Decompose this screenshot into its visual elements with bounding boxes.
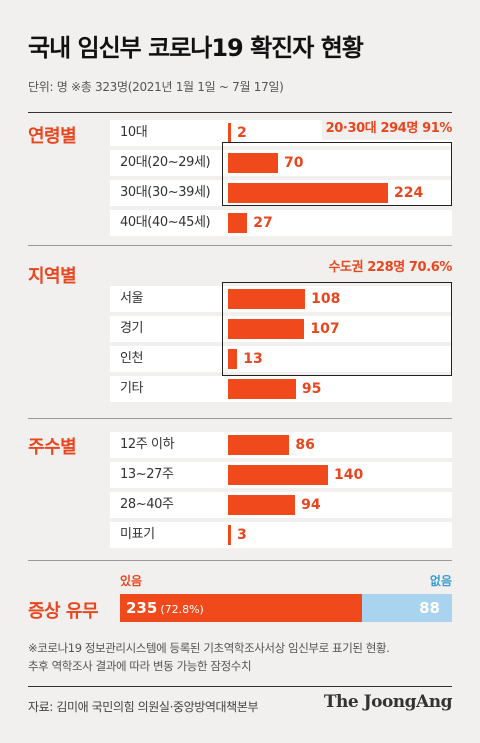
bar xyxy=(228,319,305,339)
highlight-box-age xyxy=(222,142,452,206)
category-label: 경기 xyxy=(120,321,144,336)
source-text: 자료: 김미애 국민의힘 의원실·중앙방역대책본부 xyxy=(28,700,259,714)
category-label: 13~27주 xyxy=(120,467,174,482)
value-label: 2 xyxy=(237,125,247,141)
category-label: 기타 xyxy=(120,381,144,396)
value-label: 107 xyxy=(310,321,340,337)
value-label: 108 xyxy=(311,291,341,307)
page-subtitle: 단위: 명 ※총 323명(2021년 1월 1일 ~ 7월 17일) xyxy=(28,80,284,94)
divider xyxy=(28,686,452,687)
value-label-no: 88 xyxy=(419,599,440,617)
value-label: 94 xyxy=(301,497,321,513)
section-title-region: 지역별 xyxy=(28,266,77,287)
annotation-region: 수도권 228명 70.6% xyxy=(324,257,456,279)
category-label: 28~40주 xyxy=(120,497,174,512)
page-title: 국내 임신부 코로나19 확진자 현황 xyxy=(28,34,364,62)
highlight-box-region xyxy=(222,282,452,376)
footnote-line-2: 추후 역학조사 결과에 따라 변동 가능한 잠정수치 xyxy=(28,659,252,673)
value-yes: 235 xyxy=(126,599,158,617)
bar-symptom-yes xyxy=(120,594,362,622)
category-label: 40대(40~45세) xyxy=(120,215,211,230)
percent-yes: (72.8%) xyxy=(160,603,204,616)
bar xyxy=(228,349,238,369)
section-title-age: 연령별 xyxy=(28,126,77,147)
value-label: 224 xyxy=(394,185,424,201)
bar xyxy=(228,525,231,545)
category-label: 인천 xyxy=(120,351,144,366)
row-background xyxy=(110,346,452,372)
row-background xyxy=(110,210,452,236)
category-label: 서울 xyxy=(120,291,144,306)
row-background xyxy=(110,522,452,548)
category-label: 30대(30~39세) xyxy=(120,185,211,200)
footnote-line-1: ※코로나19 정보관리시스템에 등록된 기초역학조사서상 임신부로 표기된 현황… xyxy=(28,641,390,655)
divider xyxy=(28,245,452,246)
category-label: 10대 xyxy=(120,125,148,140)
value-label: 27 xyxy=(253,215,273,231)
bar xyxy=(228,289,306,309)
value-label: 13 xyxy=(243,351,263,367)
bar xyxy=(228,495,296,515)
bar-symptom-no xyxy=(361,594,452,622)
bar xyxy=(228,379,296,399)
symptom-no-label: 없음 xyxy=(429,574,452,588)
divider xyxy=(28,560,452,561)
value-label: 3 xyxy=(237,527,247,543)
divider xyxy=(28,418,452,419)
bar xyxy=(228,183,388,203)
annotation-age: 20·30대 294명 91% xyxy=(321,118,456,140)
brand-logo: The JoongAng xyxy=(323,692,453,712)
bar xyxy=(228,123,231,143)
section-title-symptom: 증상 유무 xyxy=(28,601,99,622)
value-label-yes: 235 (72.8%) xyxy=(126,594,204,622)
section-title-week: 주수별 xyxy=(28,437,77,458)
value-label: 95 xyxy=(301,381,322,397)
value-label: 86 xyxy=(295,437,315,453)
value-label: 140 xyxy=(334,467,364,483)
divider xyxy=(28,112,452,113)
bar xyxy=(228,213,248,233)
category-label: 12주 이하 xyxy=(120,437,175,452)
bar xyxy=(228,465,328,485)
row-background xyxy=(110,150,452,176)
bar xyxy=(228,153,278,173)
symptom-yes-label: 있음 xyxy=(120,574,143,588)
category-label: 미표기 xyxy=(120,527,155,542)
value-label: 70 xyxy=(284,155,304,171)
category-label: 20대(20~29세) xyxy=(120,155,211,170)
bar xyxy=(228,435,290,455)
